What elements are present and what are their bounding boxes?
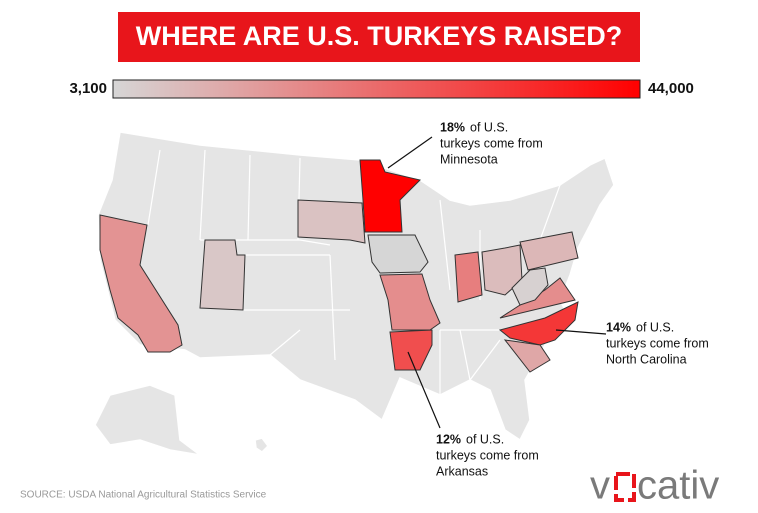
source: SOURCE: USDA National Agricultural Stati… — [20, 490, 267, 501]
color-scale-bar — [112, 79, 641, 99]
annotation-text: Minnesota — [440, 152, 498, 166]
state — [519, 231, 579, 271]
logo-mark — [614, 472, 636, 502]
state — [199, 239, 246, 311]
leader-line — [555, 329, 607, 335]
scale-label: 3,100 — [69, 80, 107, 97]
leader-lines — [387, 136, 607, 429]
leader-line — [387, 136, 433, 169]
logo-right: cativ — [637, 464, 719, 508]
state — [359, 159, 421, 233]
state — [454, 251, 483, 303]
annotation-text: turkeys come from — [606, 336, 709, 350]
state — [297, 199, 366, 244]
title-banner — [118, 12, 640, 62]
state — [511, 267, 549, 306]
base-map — [94, 131, 615, 456]
annotation-text: turkeys come from — [436, 448, 539, 462]
annotations: 18% of U.S. turkeys come from Minnesota 14% o… — [436, 120, 709, 478]
state — [99, 214, 183, 353]
annotation-percent: 12% — [436, 432, 461, 446]
state — [503, 339, 551, 373]
title: WHERE ARE U.S. TURKEYS RAISED? — [136, 21, 623, 51]
state — [367, 234, 429, 274]
state — [379, 273, 441, 331]
logo: v cativ — [590, 464, 719, 508]
state — [498, 301, 579, 346]
logo-left: v — [590, 464, 610, 508]
alaska — [94, 384, 201, 456]
state-regions — [99, 159, 579, 373]
leader-line — [407, 351, 441, 429]
us-outline — [97, 131, 615, 442]
annotation-text: turkeys come from — [440, 136, 543, 150]
scale-label: 44,000 — [648, 80, 694, 97]
hawaii — [254, 437, 269, 453]
annotation-percent: 18% — [440, 120, 465, 134]
annotation-text: North Carolina — [606, 352, 687, 366]
annotation-percent: 14% — [606, 320, 631, 334]
annotation-text: of U.S. — [636, 320, 674, 334]
annotation-text: of U.S. — [470, 120, 508, 134]
annotation-text: Arkansas — [436, 464, 488, 478]
annotation-text: of U.S. — [466, 432, 504, 446]
